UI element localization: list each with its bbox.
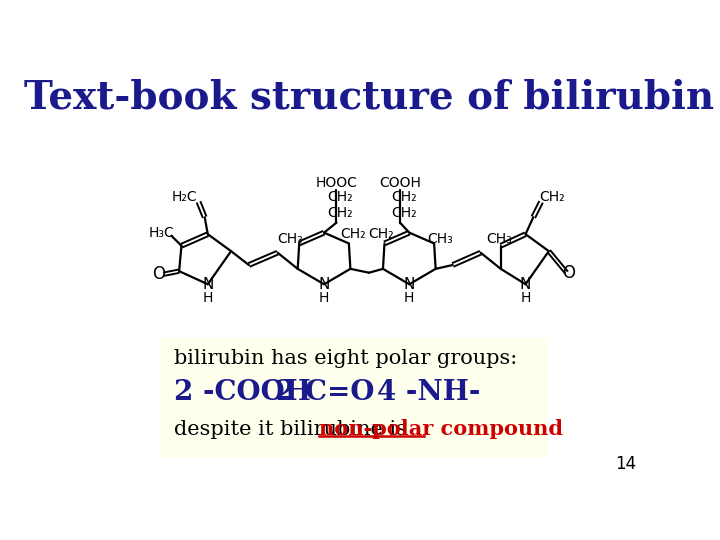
Text: N: N: [520, 276, 531, 292]
Text: 4 -NH-: 4 -NH-: [377, 379, 480, 406]
Text: H: H: [521, 291, 531, 305]
Text: despite it bilirubine is: despite it bilirubine is: [174, 420, 413, 438]
Text: COOH: COOH: [379, 176, 421, 190]
Text: CH₃: CH₃: [428, 232, 453, 246]
Text: Text-book structure of bilirubin: Text-book structure of bilirubin: [24, 78, 714, 116]
Text: non-polar compound: non-polar compound: [319, 419, 563, 439]
Text: O: O: [562, 264, 575, 282]
Text: H: H: [319, 291, 329, 305]
Text: CH₂: CH₂: [391, 206, 417, 220]
Text: 2 C=O: 2 C=O: [276, 379, 374, 406]
Text: CH₂: CH₂: [328, 206, 353, 220]
Text: CH₂: CH₂: [368, 227, 393, 241]
Text: H: H: [202, 291, 213, 305]
Text: CH₂: CH₂: [328, 190, 353, 204]
Text: H: H: [404, 291, 415, 305]
Text: CH₃: CH₃: [277, 232, 303, 246]
Text: H₂C: H₂C: [172, 190, 197, 204]
Text: CH₂: CH₂: [341, 227, 366, 241]
Text: HOOC: HOOC: [315, 176, 357, 190]
Text: N: N: [318, 276, 330, 292]
Text: 2 -COOH: 2 -COOH: [174, 379, 310, 406]
Text: H₃C: H₃C: [148, 226, 174, 240]
Text: CH₂: CH₂: [391, 190, 417, 204]
Text: CH₃: CH₃: [486, 232, 512, 246]
Text: 14: 14: [616, 455, 636, 473]
Text: N: N: [404, 276, 415, 292]
Text: bilirubin has eight polar groups:: bilirubin has eight polar groups:: [174, 349, 517, 368]
FancyBboxPatch shape: [160, 338, 547, 457]
Text: N: N: [202, 276, 214, 292]
Text: O: O: [152, 265, 165, 284]
Text: CH₂: CH₂: [539, 190, 564, 204]
